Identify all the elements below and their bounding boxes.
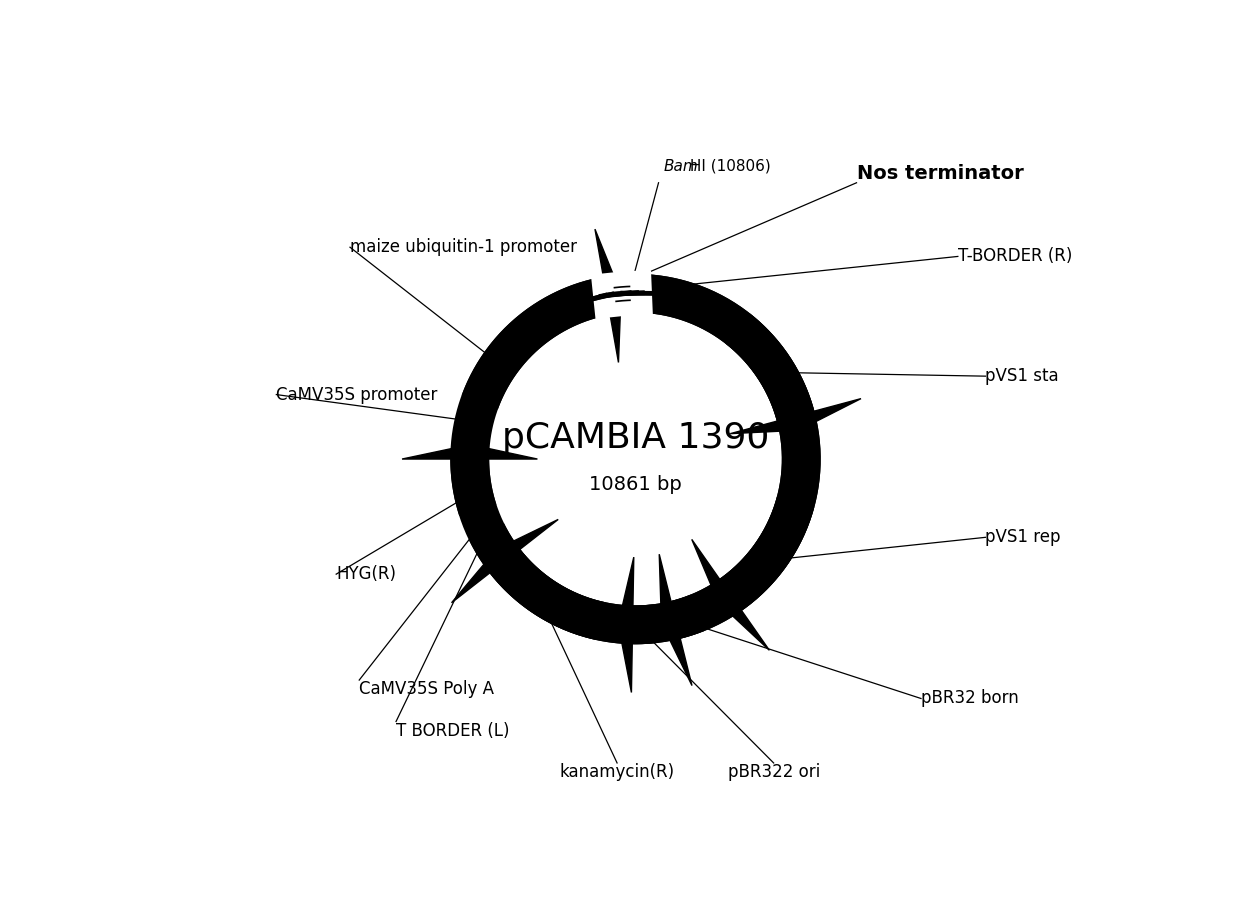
Polygon shape <box>619 557 634 693</box>
Polygon shape <box>451 519 558 603</box>
Text: pBR322 ori: pBR322 ori <box>728 763 820 781</box>
Text: pVS1 sta: pVS1 sta <box>986 367 1059 385</box>
Text: CaMV35S promoter: CaMV35S promoter <box>277 385 438 404</box>
Text: kanamycin(R): kanamycin(R) <box>559 763 675 781</box>
Polygon shape <box>660 554 692 685</box>
Text: Bam: Bam <box>663 158 698 174</box>
Text: CaMV35S Poly A: CaMV35S Poly A <box>360 680 495 698</box>
Polygon shape <box>595 229 621 363</box>
Text: T-BORDER (R): T-BORDER (R) <box>957 247 1073 265</box>
Text: pBR32 born: pBR32 born <box>921 690 1019 707</box>
Text: maize ubiquitin-1 promoter: maize ubiquitin-1 promoter <box>350 238 577 256</box>
Text: pVS1 rep: pVS1 rep <box>986 528 1061 546</box>
Polygon shape <box>730 399 861 434</box>
Text: 10861 bp: 10861 bp <box>589 474 682 494</box>
Polygon shape <box>402 445 537 459</box>
Text: pCAMBIA 1390: pCAMBIA 1390 <box>502 422 769 455</box>
Polygon shape <box>692 539 769 650</box>
Text: T BORDER (L): T BORDER (L) <box>396 722 510 740</box>
Text: HI (10806): HI (10806) <box>686 158 771 174</box>
Text: HYG(R): HYG(R) <box>336 565 397 584</box>
Text: Nos terminator: Nos terminator <box>857 164 1023 183</box>
